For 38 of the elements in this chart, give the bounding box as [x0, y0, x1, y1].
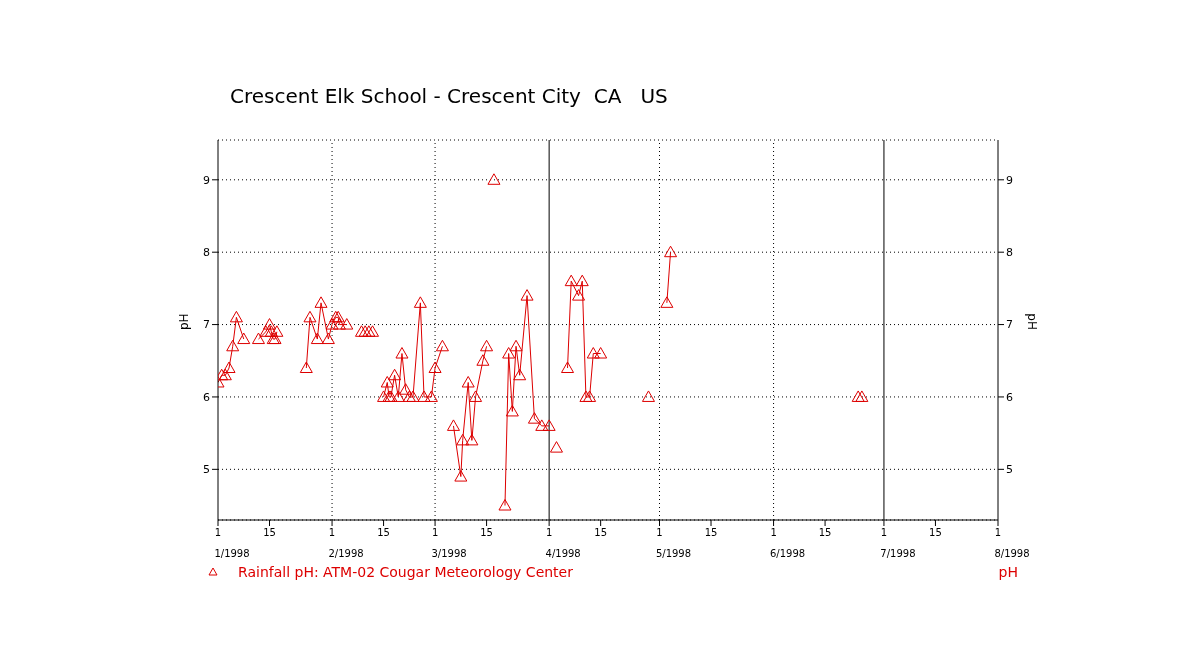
y-tick-label: 6 [203, 390, 210, 404]
x-tick-label: 1 [545, 527, 553, 538]
x-tick-label: 15 [377, 527, 390, 538]
x2-tick-label: 2/1998 [328, 548, 364, 560]
y-tick-label: 5 [203, 463, 210, 477]
y2-tick-label: 9 [1006, 173, 1013, 187]
y2-axis-title: pH [1024, 313, 1039, 330]
text: pH [998, 564, 1018, 580]
y2-tick-label: 5 [1006, 463, 1013, 477]
y-tick-label: 9 [203, 173, 210, 187]
x-tick-label: 1 [328, 527, 336, 538]
x-tick-label: 1 [994, 527, 1002, 538]
y2-tick-label: 7 [1006, 318, 1013, 332]
x-tick-label: 15 [480, 527, 493, 538]
x-tick-label: 15 [818, 527, 832, 538]
x-tick-label: 1 [431, 527, 439, 538]
x2-tick-label: 6/1998 [769, 548, 806, 560]
x2-tick-label: 5/1998 [655, 548, 692, 560]
x-tick-label: 1 [214, 527, 222, 538]
chart-title: Crescent Elk School - Crescent City CA US [230, 84, 668, 108]
y2-tick-label: 8 [1006, 246, 1013, 260]
y-tick-label: 8 [203, 246, 210, 260]
x-tick-label: 15 [704, 527, 718, 538]
x2-tick-label: 7/1998 [880, 548, 916, 560]
x2-tick-label: 1/1998 [214, 548, 250, 560]
legend-label: Rainfall pH: ATM-02 Cougar Meteorology Center [238, 564, 573, 580]
x-tick-label: 15 [929, 527, 942, 538]
x2-tick-label: 3/1998 [431, 548, 467, 560]
y2-tick-label: 6 [1006, 390, 1013, 404]
x-tick-label: 15 [263, 527, 276, 538]
x-tick-label: 1 [880, 527, 888, 538]
x2-tick-label: 4/1998 [545, 548, 581, 560]
y-tick-label: 7 [203, 318, 210, 332]
x-tick-label: 1 [656, 527, 663, 538]
x-tick-label: 1 [770, 527, 777, 538]
x2-tick-label: 8/1998 [994, 548, 1030, 560]
x-tick-label: 15 [594, 527, 608, 538]
y-axis-title: pH [177, 313, 192, 330]
